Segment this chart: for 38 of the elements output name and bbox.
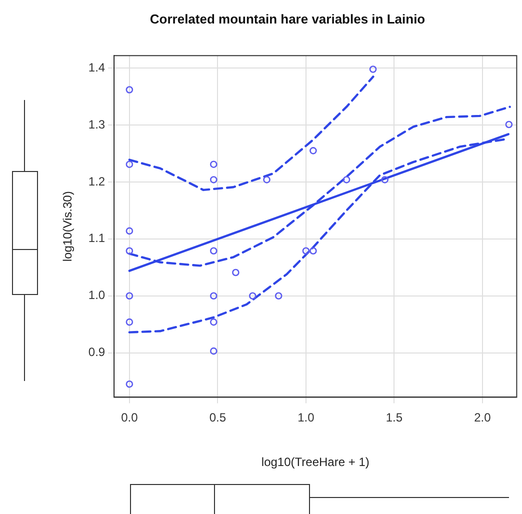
y-tick-label: 1.4 — [88, 60, 106, 74]
x-tick-label: 0.0 — [121, 410, 138, 425]
point — [210, 160, 218, 168]
y-tick-label: 0.9 — [88, 345, 106, 360]
point — [302, 247, 310, 255]
point — [126, 318, 134, 326]
point — [342, 176, 350, 184]
point — [126, 292, 134, 300]
point — [369, 66, 377, 73]
point — [210, 247, 218, 255]
x-axis-title: log10(TreeHare + 1) — [261, 455, 370, 470]
point — [248, 292, 256, 300]
point — [310, 147, 317, 154]
y-axis-title: log10(Vis.30) — [60, 191, 75, 262]
point — [126, 380, 134, 388]
y-tick-label: 1.0 — [88, 288, 106, 302]
x-tick-label: 0.5 — [209, 410, 226, 425]
point — [126, 227, 134, 235]
x-tick-label: 1.5 — [386, 410, 403, 425]
point — [126, 160, 134, 168]
point — [505, 120, 513, 128]
point — [310, 247, 317, 255]
point — [381, 176, 388, 184]
point — [210, 318, 218, 326]
x-tick-label: 1.0 — [298, 410, 315, 425]
y-tick-label: 1.2 — [88, 174, 106, 188]
chart-title: Correlated mountain hare variables in Lainio — [150, 11, 426, 26]
point — [210, 347, 218, 355]
point — [232, 268, 240, 276]
point — [210, 292, 218, 300]
point — [126, 86, 134, 94]
point — [126, 247, 134, 255]
y-tick-label: 1.1 — [88, 231, 106, 246]
x-tick-label: 2.0 — [474, 410, 492, 425]
y-tick-label: 1.3 — [88, 117, 106, 132]
point — [274, 292, 282, 300]
point — [210, 176, 218, 184]
point — [263, 176, 270, 184]
